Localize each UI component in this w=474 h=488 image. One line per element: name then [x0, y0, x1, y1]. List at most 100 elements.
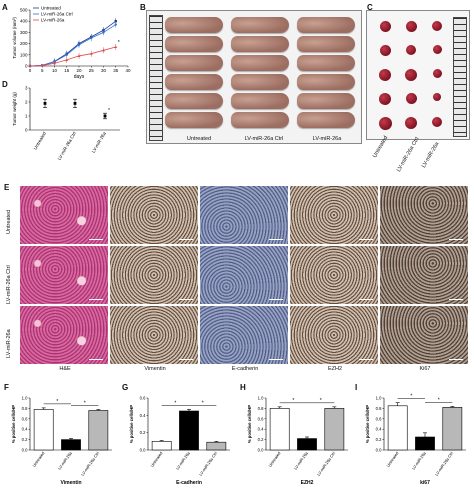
scale-bar	[449, 358, 463, 360]
tumor-image	[379, 45, 391, 56]
histology-image	[290, 246, 378, 304]
significance-star: *	[438, 397, 440, 403]
panel-label-g: G	[122, 383, 129, 392]
y-tick-label: 0.0	[140, 448, 146, 453]
mice-photo: Untreated LV-miR-26a Ctrl LV-miR-26a	[146, 10, 362, 144]
y-tick-label: 1.0	[258, 396, 264, 401]
x-tick-label: LV-miR-26a Ctrl	[316, 451, 336, 477]
tumor-image	[379, 21, 391, 32]
mouse-image	[231, 93, 289, 109]
tumor-volume-chart: 0 5 10 15 20 25 30 35 400100200300400500daysTumo…	[12, 6, 131, 80]
tumor-image	[406, 45, 416, 55]
scale-bar	[179, 358, 193, 360]
x-tick-label: 10	[52, 68, 58, 73]
x-tick-label: 0	[29, 68, 32, 73]
x-tick-label: Untreated	[149, 451, 163, 468]
x-axis-label: Vimentin	[60, 480, 81, 486]
panel-label-i: I	[355, 383, 358, 392]
bar	[269, 408, 290, 451]
y-axis-label: % positive cells/HP	[129, 405, 134, 443]
series-line	[29, 46, 116, 67]
legend-label: Untreated	[41, 6, 61, 11]
mouse-image	[297, 55, 355, 71]
y-tick-label: 400	[20, 19, 28, 24]
panel-label-f: F	[4, 383, 9, 392]
row-label-mir: LV-miR-26a	[6, 329, 12, 358]
y-tick-label: 1.0	[22, 396, 28, 401]
mouse-image	[165, 93, 223, 109]
ruler-image	[149, 15, 163, 141]
scale-bar	[359, 238, 373, 240]
x-tick-label: 40	[125, 68, 131, 73]
ki67-bar-chart: 0.0 0.2 0.4 0.6 0.8 1.0 % positive cells/HP Unt…	[365, 394, 466, 486]
x-tick-label: 35	[113, 68, 119, 73]
significance-star: *	[174, 400, 176, 406]
panel-label-a: A	[2, 3, 8, 12]
y-axis-label: Tumor volume (mm³)	[12, 17, 17, 59]
bar	[61, 439, 81, 451]
bar	[179, 410, 199, 451]
tumor-weight-chart: 0 1 2 3 Tumor weight (g) Untreated LV-miR-26a …	[12, 86, 120, 161]
x-tick-label: 20	[76, 68, 82, 73]
tumor-image	[379, 69, 391, 81]
x-tick-label: LV-miR-26a	[91, 131, 107, 154]
mouse-image	[297, 93, 355, 109]
y-tick-label: 3	[25, 86, 28, 91]
y-tick-label: 0.4	[140, 413, 146, 418]
histology-grid: Untreated LV-miR-26a Ctrl LV-miR-26a H&E…	[6, 186, 472, 376]
histology-image	[200, 306, 288, 364]
y-tick-label: 0.6	[22, 416, 28, 421]
tumor-image	[379, 93, 391, 105]
significance-star: *	[292, 398, 294, 404]
x-tick-label: LV-miR-26a Ctrl	[434, 451, 454, 477]
x-tick-label: Untreated	[267, 451, 281, 468]
significance-star: *	[56, 399, 58, 405]
data-point	[65, 53, 68, 56]
bar	[151, 441, 172, 451]
mouse-image	[297, 74, 355, 90]
panel-label-c: C	[367, 3, 373, 12]
bar	[33, 409, 54, 451]
histology-image	[380, 306, 468, 364]
data-point	[114, 20, 117, 23]
x-tick-label: 15	[64, 68, 70, 73]
row-label-untreated: Untreated	[6, 209, 12, 234]
y-tick-label: 0.8	[376, 406, 382, 411]
bar	[442, 407, 463, 451]
y-tick-label: 1.0	[376, 396, 382, 401]
x-tick-label: LV-miR-26a Ctrl	[57, 131, 77, 161]
data-point	[28, 64, 32, 68]
bar	[415, 436, 435, 451]
data-point	[90, 36, 93, 40]
x-axis-label: days	[74, 74, 85, 80]
panel-label-b: B	[140, 3, 146, 12]
tumor-image	[378, 117, 392, 130]
vimentin-bar-chart: 0.0 0.2 0.4 0.6 0.8 1.0 % positive cells/HP Unt…	[11, 396, 112, 486]
y-axis-label: % positive cells/HP	[11, 405, 16, 443]
data-point	[77, 43, 81, 46]
y-tick-label: 0.6	[376, 416, 382, 421]
x-tick-label: LV-miR-26a	[175, 450, 191, 471]
y-tick-label: 0.6	[140, 396, 146, 401]
histology-image	[200, 246, 288, 304]
x-tick-label: 5	[41, 68, 44, 73]
data-point	[114, 23, 117, 26]
bar	[206, 441, 227, 451]
x-tick-label: LV-miR-26a	[57, 450, 73, 471]
y-tick-label: 0.2	[258, 437, 264, 442]
y-axis-label: Tumor weight (g)	[12, 92, 17, 126]
y-tick-label: 100	[20, 52, 28, 57]
tumor-image	[432, 45, 442, 54]
significance-star: *	[410, 394, 412, 400]
y-tick-label: 0.2	[376, 437, 382, 442]
x-tick-label: LV-miR-26a Ctrl	[80, 451, 100, 477]
tumor-col-label-ctrl: LV-miR-26a Ctrl	[396, 136, 421, 173]
y-tick-label: 200	[20, 41, 28, 46]
significance-star: *	[84, 400, 86, 406]
y-tick-label: 0.0	[376, 448, 382, 453]
ruler-image	[453, 17, 467, 137]
y-tick-label: 0	[25, 64, 28, 69]
legend-label: LV-miR-26a Ctrl	[41, 12, 73, 17]
histology-image	[20, 186, 108, 244]
y-tick-label: 0.4	[258, 427, 264, 432]
